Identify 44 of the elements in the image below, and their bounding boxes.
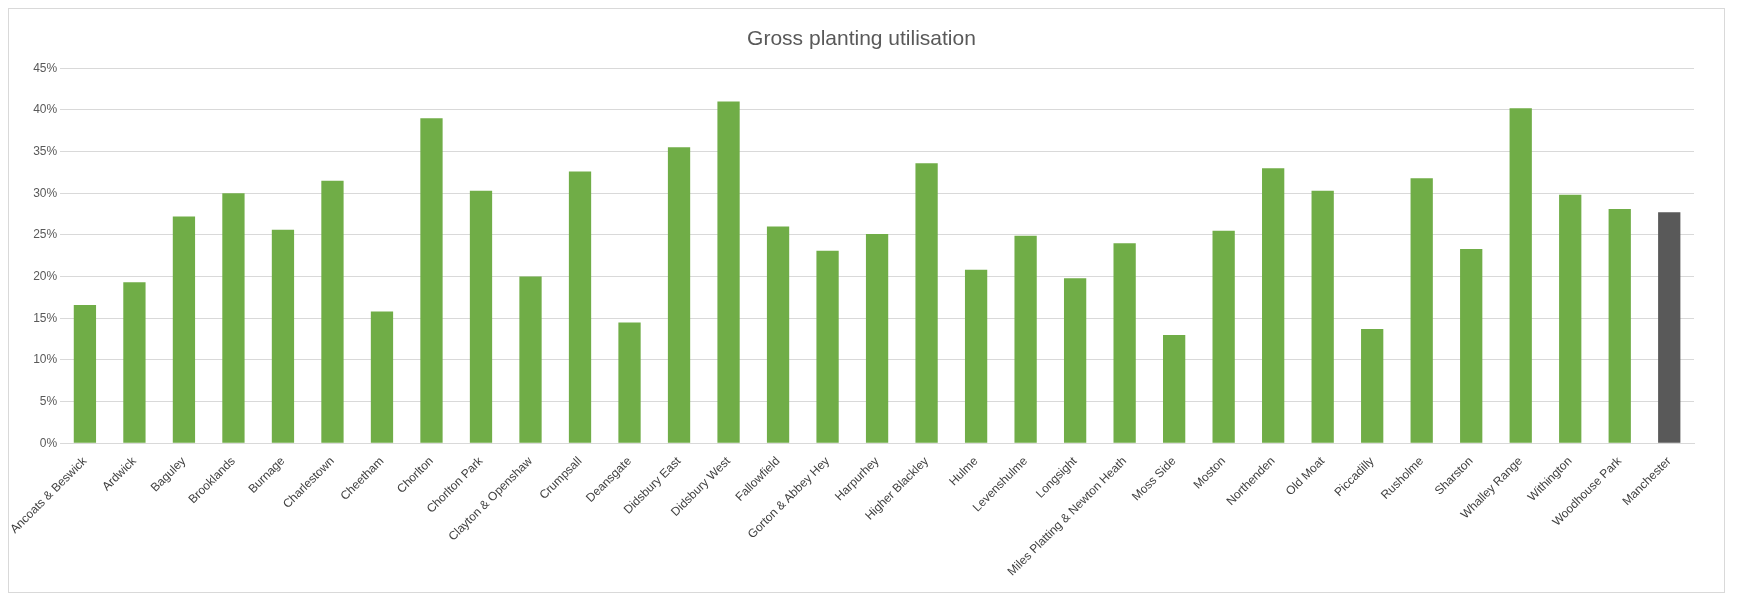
bar	[1658, 212, 1681, 443]
bar	[370, 311, 394, 443]
y-tick-label: 45%	[33, 60, 58, 75]
bar	[172, 216, 196, 443]
bar	[1410, 178, 1433, 443]
bar	[271, 229, 295, 443]
bar	[1509, 108, 1532, 443]
bar	[222, 193, 245, 443]
y-tick-label: 5%	[39, 393, 58, 408]
y-tick-label: 10%	[33, 352, 58, 367]
bar	[1113, 243, 1136, 443]
bar	[1063, 278, 1087, 443]
bar	[667, 147, 691, 443]
bar	[1212, 230, 1235, 443]
bar	[420, 118, 443, 443]
bar	[915, 163, 938, 443]
chart-title: Gross planting utilisation	[747, 26, 976, 50]
bar	[321, 180, 344, 443]
y-tick-label: 35%	[33, 143, 58, 158]
y-tick-label: 40%	[33, 102, 58, 117]
y-tick-label: 15%	[33, 310, 58, 325]
bar	[1361, 329, 1384, 443]
bar	[469, 190, 493, 443]
bar	[618, 322, 641, 443]
bar	[1262, 168, 1285, 443]
bar	[1559, 194, 1582, 443]
bar	[568, 171, 592, 443]
bar	[717, 101, 740, 443]
y-tick-label: 0%	[39, 435, 58, 450]
bar	[1460, 249, 1483, 443]
bar	[865, 234, 889, 443]
bar	[1163, 334, 1186, 443]
y-tick-label: 25%	[33, 227, 58, 242]
y-tick-label: 30%	[33, 185, 58, 200]
bar	[766, 226, 790, 443]
bar	[123, 282, 146, 443]
bar	[1311, 190, 1334, 443]
y-tick-label: 20%	[33, 268, 58, 283]
bar	[816, 250, 839, 443]
bar	[1608, 209, 1631, 443]
bar	[73, 304, 97, 443]
bar	[1014, 235, 1037, 443]
bar	[964, 269, 988, 443]
bar	[519, 276, 542, 443]
